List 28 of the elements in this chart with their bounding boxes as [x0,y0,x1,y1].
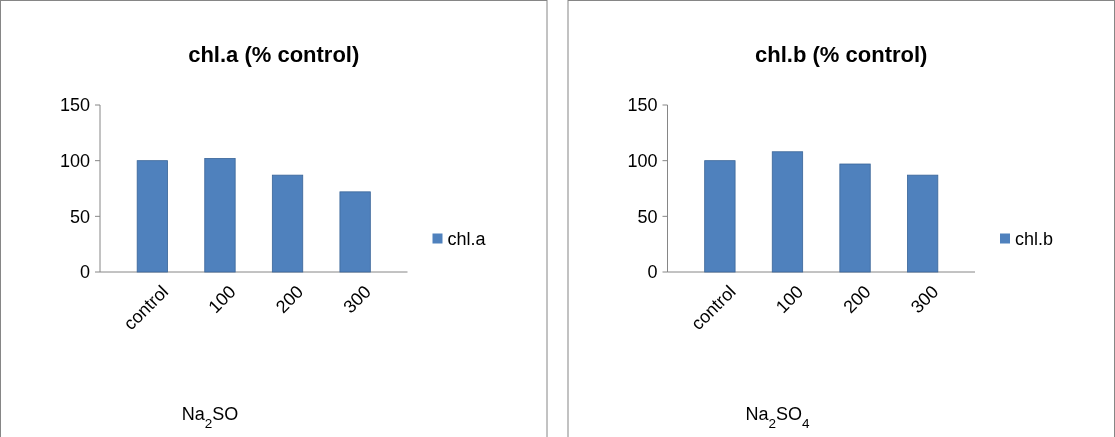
x-tick-label: 100 [771,281,808,317]
bar [771,151,804,273]
y-tick-label: 0 [79,262,90,283]
y-tick-label: 50 [637,206,658,227]
legend-label: chl.a [447,228,487,249]
y-tick-label: 0 [647,262,658,283]
x-tick-label: 200 [271,281,308,317]
bar [204,158,236,273]
x-tick-label: 300 [339,281,375,317]
x-axis-title: Na$_{2}$SO [181,404,239,431]
y-tick-label: 100 [627,150,658,171]
x-axis-title: Na$_{2}$SO$_{4}$ [745,404,811,431]
x-tick-label: 200 [839,281,875,317]
x-tick-label: 100 [204,281,240,317]
chart-title: chl.a (% control) [188,42,360,67]
legend-label: chl.b [1015,228,1054,249]
chart-title: chl.b (% control) [755,42,928,67]
bar [839,163,871,273]
bar [907,174,939,273]
y-tick-label: 50 [69,206,90,227]
bar [339,191,371,273]
y-tick-label: 100 [59,150,90,171]
y-tick-label: 150 [59,95,90,116]
bar [136,160,168,273]
bar [704,160,736,273]
x-tick-label: 300 [906,281,943,317]
y-tick-label: 150 [627,95,658,116]
bar [271,174,304,273]
